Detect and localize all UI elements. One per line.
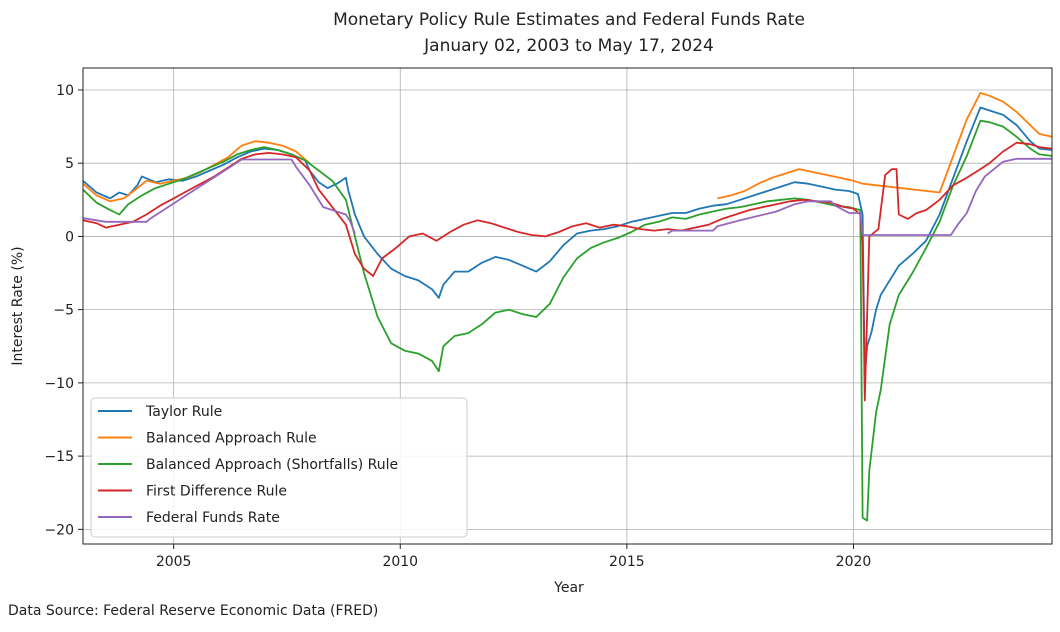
legend-label-balanced-approach-shortfalls-rule: Balanced Approach (Shortfalls) Rule bbox=[146, 457, 398, 473]
chart-legend: Taylor Rule Balanced Approach Rule Balance… bbox=[90, 397, 468, 538]
legend-box bbox=[90, 397, 468, 538]
y-tick-label: −10 bbox=[44, 376, 74, 392]
y-tick-label: −20 bbox=[44, 522, 74, 538]
y-tick-label: −15 bbox=[44, 449, 74, 465]
legend-label-federal-funds-rate: Federal Funds Rate bbox=[146, 510, 280, 526]
series-line-balanced-approach-rule bbox=[82, 92, 1053, 203]
x-axis-ticks: 2005 2010 2015 2020 bbox=[156, 544, 871, 570]
legend-label-taylor-rule: Taylor Rule bbox=[145, 404, 222, 420]
y-tick-label: −5 bbox=[53, 303, 74, 319]
y-axis-ticks: 10 5 0 −5 −10 −15 −20 bbox=[44, 83, 83, 538]
chart-title: Monetary Policy Rule Estimates and Feder… bbox=[333, 10, 805, 30]
y-axis-label: Interest Rate (%) bbox=[10, 246, 26, 365]
y-tick-label: 10 bbox=[56, 83, 74, 99]
series-line-balanced-approach-shortfalls-rule bbox=[82, 119, 1053, 522]
x-tick-label: 2010 bbox=[382, 554, 418, 570]
x-axis-label: Year bbox=[553, 580, 584, 596]
series-line-federal-funds-rate bbox=[82, 157, 1052, 236]
plot-area-frame bbox=[82, 67, 1053, 545]
series-line-taylor-rule bbox=[82, 106, 1053, 377]
legend-label-balanced-approach-rule: Balanced Approach Rule bbox=[146, 431, 317, 447]
chart-subtitle: January 02, 2003 to May 17, 2024 bbox=[423, 36, 714, 56]
data-source-note: Data Source: Federal Reserve Economic Da… bbox=[8, 603, 378, 619]
plot-series bbox=[82, 92, 1053, 522]
x-tick-label: 2005 bbox=[156, 554, 192, 570]
x-tick-label: 2020 bbox=[836, 554, 872, 570]
y-tick-label: 5 bbox=[65, 156, 74, 172]
y-tick-label: 0 bbox=[65, 229, 74, 245]
legend-label-first-difference-rule: First Difference Rule bbox=[146, 484, 287, 500]
x-tick-label: 2015 bbox=[609, 554, 645, 570]
series-line-first-difference-rule bbox=[82, 141, 1053, 402]
